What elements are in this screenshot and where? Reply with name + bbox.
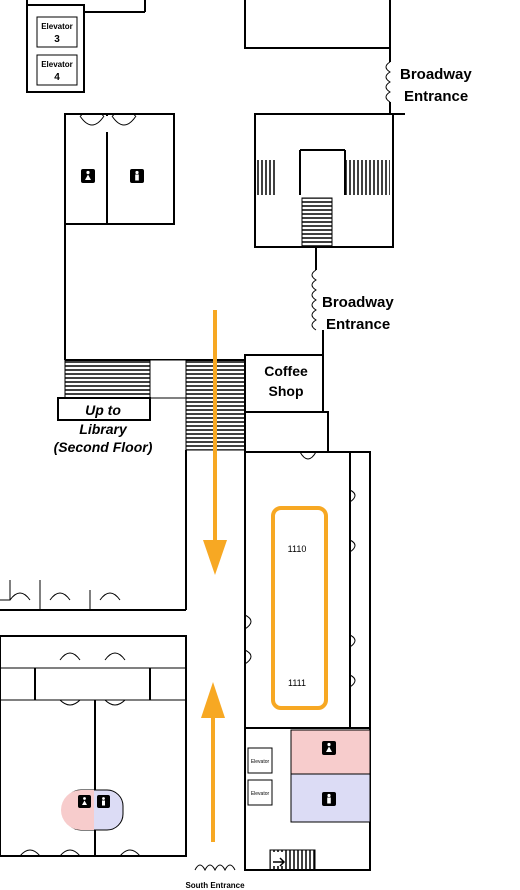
south-elevator-upper-label: Elevator: [251, 759, 270, 765]
woman-icon: [81, 169, 95, 183]
staircase-center[interactable]: [301, 197, 333, 247]
building-block-top-right: [244, 0, 405, 331]
staircase-right[interactable]: [345, 160, 390, 195]
elevator-4[interactable]: [36, 54, 78, 86]
restrooms-top: [64, 113, 175, 225]
woman-icon: [322, 741, 336, 755]
room-1111-label: 1111: [288, 678, 306, 688]
restroom-icon: [78, 795, 110, 808]
coffee-shop-label-line1: Coffee: [264, 363, 308, 379]
elevator-3[interactable]: [36, 16, 78, 48]
classroom-block: 1110 1111: [244, 451, 371, 729]
library-label-line2: Library: [79, 421, 128, 437]
route-arrow-down: [203, 310, 227, 575]
route-arrow-up: [201, 682, 225, 842]
library-label-line1: Up to: [85, 402, 121, 418]
elevator-3-number: 3: [54, 34, 60, 45]
broadway-entrance-mid-line1: Broadway: [322, 294, 394, 311]
room-1110-label: 1110: [288, 544, 307, 554]
south-core: Elevator Elevator: [194, 727, 371, 872]
highlighted-room-outline[interactable]: [271, 506, 328, 710]
staircase-left[interactable]: [255, 160, 275, 195]
elevator-4-number: 4: [54, 72, 60, 83]
broadway-entrance-mid-line2: Entrance: [326, 316, 390, 333]
elevator-4-label: Elevator: [41, 60, 73, 69]
south-elevator-lower[interactable]: [247, 779, 273, 806]
coffee-shop-label-line2: Shop: [269, 383, 304, 399]
library-label-line3: (Second Floor): [54, 439, 153, 455]
man-icon: [322, 792, 336, 806]
elevator-bank-top: Elevator 3 Elevator 4: [26, 0, 146, 93]
south-elevator-upper[interactable]: [247, 747, 273, 774]
elevator-3-label: Elevator: [41, 22, 73, 31]
broadway-entrance-top-line2: Entrance: [404, 88, 468, 105]
arrow-icon: [271, 852, 286, 867]
stairs-to-library-left[interactable]: [64, 359, 151, 399]
broadway-entrance-top-line1: Broadway: [400, 66, 472, 83]
man-icon: [130, 169, 144, 183]
mens-restroom-top[interactable]: [106, 113, 175, 225]
south-entrance-label: South Entrance: [185, 881, 245, 890]
south-elevator-lower-label: Elevator: [251, 791, 270, 797]
offices-lower-left: [0, 580, 187, 857]
